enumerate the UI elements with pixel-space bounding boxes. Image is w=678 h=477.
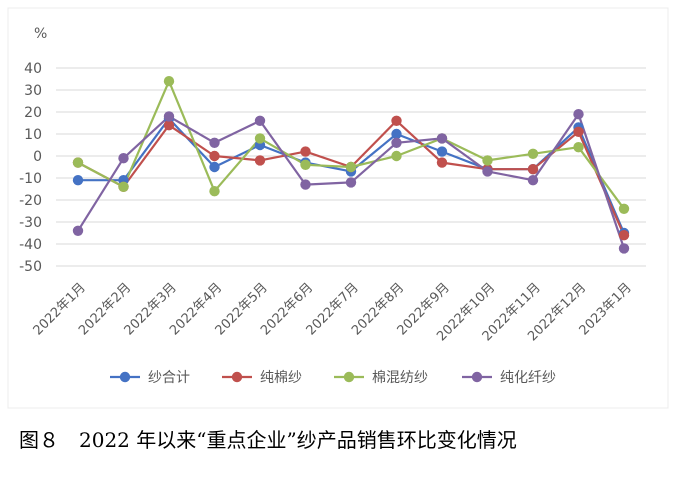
y-tick-label: 40 xyxy=(24,61,42,77)
data-point xyxy=(527,164,539,175)
series-points xyxy=(72,76,630,254)
data-point xyxy=(300,146,311,157)
legend: 纱合计 纯棉纱 棉混纺纱 纯化纤纱 xyxy=(110,369,556,386)
legend-marker-1 xyxy=(231,371,243,383)
data-point xyxy=(209,161,220,173)
data-point xyxy=(254,155,266,166)
data-point xyxy=(527,175,539,186)
data-point xyxy=(573,142,584,153)
gridlines xyxy=(56,67,646,267)
data-point xyxy=(436,157,448,168)
legend-marker-0 xyxy=(119,371,131,383)
data-point xyxy=(72,157,84,168)
y-axis-unit-label: % xyxy=(34,26,47,42)
legend-label-2: 棉混纺纱 xyxy=(372,369,428,386)
data-point xyxy=(163,120,175,131)
chart-area xyxy=(7,7,669,409)
legend-label-3: 纯化纤纱 xyxy=(500,370,556,386)
data-point xyxy=(209,186,220,197)
y-tick-label: -10 xyxy=(19,171,42,187)
data-point xyxy=(436,133,448,144)
data-point xyxy=(573,109,584,120)
data-point xyxy=(163,76,175,87)
data-point xyxy=(163,111,175,122)
data-point xyxy=(573,126,584,137)
data-point xyxy=(254,115,266,127)
y-tick-label: -50 xyxy=(19,259,42,275)
y-tick-label: -40 xyxy=(19,237,42,253)
data-point xyxy=(618,203,630,214)
data-point xyxy=(391,137,402,148)
data-point xyxy=(436,146,448,157)
legend-marker-3 xyxy=(471,371,483,383)
data-point xyxy=(300,159,311,170)
data-point xyxy=(391,115,402,127)
y-tick-label: 30 xyxy=(24,83,42,99)
legend-marker-2 xyxy=(343,371,355,383)
y-tick-label: -20 xyxy=(19,193,42,209)
figure-caption: 图８ 2022 年以来“重点企业”纱产品销售环比变化情况 xyxy=(19,428,517,452)
y-tick-label: 20 xyxy=(24,105,42,121)
data-point xyxy=(118,153,129,164)
legend-label-1: 纯棉纱 xyxy=(260,369,302,386)
data-point xyxy=(482,155,493,166)
data-point xyxy=(209,137,220,148)
legend-label-0: 纱合计 xyxy=(148,370,190,386)
data-point xyxy=(482,166,493,177)
data-point xyxy=(345,161,357,173)
data-point xyxy=(209,150,220,162)
data-point xyxy=(118,181,129,192)
data-point xyxy=(527,148,539,159)
data-point xyxy=(345,177,357,188)
data-point xyxy=(72,175,84,186)
data-point xyxy=(300,179,311,190)
y-tick-label: 10 xyxy=(24,127,42,143)
data-point xyxy=(391,128,402,140)
data-point xyxy=(618,243,630,254)
y-axis-tick-labels: 40 30 20 10 0 -10 -20 -30 -40 -50 xyxy=(19,61,42,275)
data-point xyxy=(254,133,266,144)
data-point xyxy=(618,230,630,241)
data-point xyxy=(391,150,402,162)
y-tick-label: -30 xyxy=(19,215,42,231)
y-tick-label: 0 xyxy=(33,149,42,165)
data-point xyxy=(72,225,84,236)
